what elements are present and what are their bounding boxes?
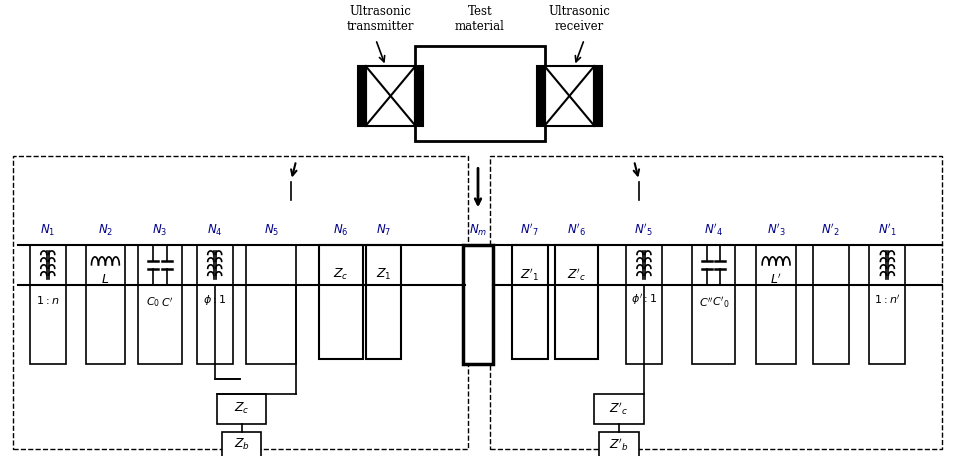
Text: Test
material: Test material: [455, 5, 505, 33]
Bar: [463, 245, 493, 364]
Bar: [197, 245, 233, 364]
Text: $N'_7$: $N'_7$: [521, 222, 539, 239]
Bar: [366, 245, 402, 359]
Text: $Z'_c$: $Z'_c$: [567, 266, 586, 283]
Text: $1:n'$: $1:n'$: [874, 293, 901, 306]
Text: $C_0$: $C_0$: [146, 296, 160, 309]
Text: $N'_3$: $N'_3$: [767, 222, 786, 239]
Text: $N'_5$: $N'_5$: [634, 222, 654, 239]
Text: $C'$: $C'$: [161, 296, 173, 309]
Text: $N'_4$: $N'_4$: [704, 222, 723, 239]
Text: $N_2$: $N_2$: [98, 223, 113, 238]
Bar: [138, 245, 182, 364]
Bar: [13, 155, 468, 449]
Text: $N_4$: $N_4$: [207, 223, 222, 238]
Text: $N_3$: $N_3$: [152, 223, 167, 238]
Text: $N'_2$: $N'_2$: [821, 222, 840, 239]
Text: $N_7$: $N_7$: [376, 223, 391, 238]
Text: $N_1$: $N_1$: [40, 223, 56, 238]
Bar: [626, 245, 662, 364]
Text: $Z_b$: $Z_b$: [234, 437, 250, 452]
Text: Ultrasonic
receiver: Ultrasonic receiver: [548, 5, 611, 33]
Text: $Z'_1$: $Z'_1$: [520, 266, 540, 283]
Text: $Z_1$: $Z_1$: [376, 267, 391, 282]
Text: $N_6$: $N_6$: [333, 223, 348, 238]
Bar: [599, 432, 639, 457]
Bar: [490, 155, 942, 449]
Bar: [594, 394, 644, 424]
Text: $1:n$: $1:n$: [36, 293, 59, 306]
Bar: [554, 245, 598, 359]
Bar: [545, 66, 594, 126]
Bar: [812, 245, 849, 364]
Text: $N_5$: $N_5$: [264, 223, 279, 238]
Bar: [30, 245, 66, 364]
Bar: [216, 394, 266, 424]
Bar: [366, 66, 415, 126]
Text: $\phi':1$: $\phi':1$: [631, 292, 657, 307]
Bar: [756, 245, 796, 364]
Text: $Z_c$: $Z_c$: [333, 267, 348, 282]
Bar: [512, 245, 547, 359]
Bar: [222, 432, 261, 457]
Text: $N'_1$: $N'_1$: [878, 222, 897, 239]
Text: $Z'_b$: $Z'_b$: [610, 436, 629, 453]
Text: $C''$: $C''$: [700, 296, 714, 309]
Text: Ultrasonic
transmitter: Ultrasonic transmitter: [346, 5, 414, 33]
Bar: [870, 245, 905, 364]
Bar: [415, 46, 545, 141]
Text: $C'_0$: $C'_0$: [712, 295, 729, 310]
Bar: [537, 66, 545, 126]
Bar: [415, 66, 423, 126]
Bar: [85, 245, 125, 364]
Bar: [319, 245, 363, 359]
Bar: [358, 66, 366, 126]
Text: $L$: $L$: [101, 273, 109, 286]
Text: $\phi:1$: $\phi:1$: [203, 292, 227, 307]
Text: $N_m$: $N_m$: [469, 223, 487, 238]
Text: $Z_c$: $Z_c$: [234, 401, 249, 416]
Bar: [247, 245, 296, 364]
Bar: [594, 66, 602, 126]
Text: $L'$: $L'$: [770, 272, 782, 287]
Bar: [692, 245, 735, 364]
Text: $Z'_c$: $Z'_c$: [610, 401, 629, 417]
Text: $N'_6$: $N'_6$: [567, 222, 586, 239]
